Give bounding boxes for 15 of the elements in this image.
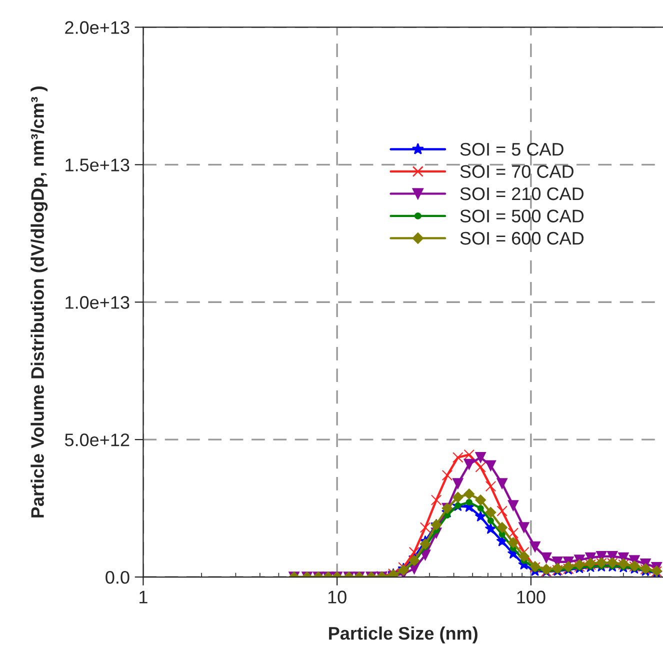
y-tick-label: 5.0e+12 — [64, 434, 130, 446]
legend-label: SOI = 70 CAD — [460, 165, 574, 178]
x-axis-title: Particle Size (nm) — [329, 626, 478, 644]
y-axis-title: Particle Volume Distribution (dV/dlogDp, nm³/cm³ ) — [30, 86, 48, 518]
y-tick-label: 1.5e+13 — [66, 158, 130, 172]
x-tick-label: 10 — [328, 590, 346, 604]
x-tick-label: 1 — [140, 590, 148, 604]
y-tick-label: 0.0 — [106, 570, 130, 584]
y-tick-label: 2.0e+13 — [65, 21, 130, 34]
legend-label: SOI = 600 CAD — [460, 232, 584, 245]
legend-label: SOI = 5 CAD — [460, 142, 564, 156]
legend-label: SOI = 500 CAD — [460, 210, 584, 222]
y-tick-label: 1.0e+13 — [66, 296, 130, 309]
x-tick-label: 100 — [517, 590, 546, 604]
legend-label: SOI = 210 CAD — [460, 187, 584, 200]
